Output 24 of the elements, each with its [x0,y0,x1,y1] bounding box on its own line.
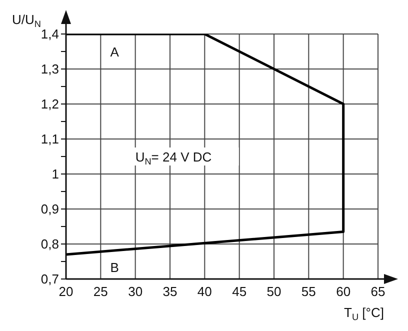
x-tick-label: 55 [301,284,316,300]
x-tick-label: 45 [232,284,247,300]
y-tick-label: 1,4 [40,26,59,42]
y-tick-label: 0,7 [40,272,59,287]
x-tick-label: 60 [336,284,351,300]
x-tick-label: 40 [197,284,212,300]
y-tick-label: 1 [52,166,59,182]
x-tick-label: 65 [370,284,386,300]
annotation: A [110,44,120,60]
y-tick-label: 1,1 [40,132,59,147]
y-tick-label: 0,8 [40,236,59,252]
annotation: B [110,260,119,275]
x-axis-title: T$_{U}$ [°C] [344,305,384,322]
y-tick-label: 1,3 [40,62,59,77]
x-tick-label: 30 [128,284,143,300]
x-tick-label: 35 [162,284,178,300]
line-series [66,34,345,256]
x-tick-label: 20 [58,284,74,300]
y-tick-label: 0,9 [40,202,59,217]
y-axis-title: U/U$_{N}$ [12,12,41,29]
x-tick-label: 25 [93,284,108,300]
annotation: U$_{N}$= 24 V DC [135,150,212,166]
x-tick-label: 50 [266,284,282,300]
y-tick-label: 1,2 [40,96,59,112]
